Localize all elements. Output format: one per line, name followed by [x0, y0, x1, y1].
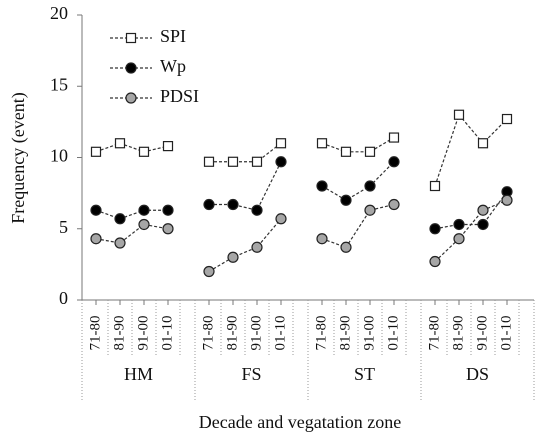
x-tick-label: 01-10	[272, 316, 288, 351]
y-tick-label: 10	[50, 146, 68, 166]
legend-marker	[125, 32, 137, 44]
data-point	[429, 180, 441, 192]
group-label: HM	[124, 364, 153, 384]
data-point	[90, 204, 102, 216]
data-point	[340, 194, 352, 206]
series-line	[95, 209, 168, 220]
data-point	[251, 156, 263, 167]
data-point	[138, 204, 150, 216]
series-line	[321, 161, 395, 201]
data-point	[364, 204, 376, 216]
data-point	[227, 156, 239, 167]
data-point	[114, 138, 126, 149]
x-tick-label: 01-10	[385, 316, 401, 351]
data-point	[453, 109, 465, 120]
data-point	[429, 223, 441, 235]
data-point	[364, 146, 376, 157]
data-point	[340, 146, 352, 157]
x-axis-label: Decade and vegatation zone	[199, 412, 401, 432]
data-point	[477, 204, 489, 216]
data-point	[138, 146, 150, 157]
data-point	[114, 237, 126, 249]
data-point	[364, 180, 376, 192]
y-tick-label: 5	[59, 217, 68, 237]
x-tick-label: 71-80	[426, 316, 442, 351]
x-tick-label: 01-10	[159, 316, 175, 351]
x-tick-label: 01-10	[498, 316, 514, 351]
legend-label: Wp	[160, 56, 186, 76]
data-point	[316, 233, 328, 245]
data-point	[429, 255, 441, 268]
series-line	[321, 203, 395, 248]
legend-label: PDSI	[160, 86, 199, 106]
data-point	[162, 141, 174, 152]
data-point	[227, 251, 239, 263]
data-point	[477, 218, 489, 231]
group-label: FS	[241, 364, 261, 384]
data-point	[275, 156, 287, 168]
x-tick-label: 91-00	[361, 316, 377, 351]
data-point	[316, 180, 328, 192]
legend-marker	[125, 62, 137, 74]
data-point	[251, 241, 263, 253]
data-point	[162, 204, 174, 216]
data-point	[162, 223, 174, 235]
data-point	[453, 233, 465, 245]
data-point	[138, 218, 150, 231]
data-point	[203, 198, 215, 211]
y-tick-label: 0	[59, 288, 68, 308]
x-tick-label: 91-00	[248, 316, 264, 351]
y-axis-label: Frequency (event)	[8, 92, 29, 223]
data-point	[114, 213, 126, 225]
series-line	[209, 142, 282, 163]
data-point	[316, 138, 328, 149]
data-point	[388, 156, 400, 168]
series-line	[95, 223, 169, 244]
series-line	[208, 218, 282, 273]
data-point	[388, 132, 400, 143]
y-tick-label: 20	[50, 3, 68, 23]
data-point	[275, 213, 287, 225]
data-point	[275, 138, 287, 149]
series-line	[434, 199, 508, 262]
series-line	[321, 137, 395, 153]
group-label: DS	[466, 364, 489, 384]
x-tick-label: 71-80	[313, 316, 329, 351]
data-point	[203, 265, 215, 278]
legend-marker	[125, 92, 137, 104]
legend-label: SPI	[160, 26, 186, 46]
x-tick-label: 91-00	[474, 316, 490, 351]
x-tick-label: 81-90	[337, 316, 353, 351]
data-point	[90, 233, 102, 245]
x-tick-label: 71-80	[200, 316, 216, 351]
data-point	[453, 218, 465, 231]
data-point	[501, 113, 513, 125]
x-tick-label: 91-00	[135, 316, 151, 351]
series-line	[95, 142, 169, 153]
data-point	[501, 194, 513, 206]
x-tick-label: 81-90	[450, 316, 466, 351]
data-point	[227, 198, 239, 211]
data-point	[251, 204, 263, 216]
series-line	[434, 113, 508, 187]
y-tick-label: 15	[50, 74, 68, 94]
data-point	[90, 146, 102, 157]
x-tick-label: 81-90	[224, 316, 240, 351]
series-line	[209, 161, 282, 211]
data-point	[340, 241, 352, 253]
x-tick-label: 71-80	[87, 316, 103, 351]
series-line	[434, 191, 508, 230]
data-point	[388, 198, 400, 211]
x-tick-label: 81-90	[111, 316, 127, 351]
data-point	[477, 138, 489, 149]
data-point	[203, 156, 215, 167]
group-label: ST	[354, 364, 375, 384]
